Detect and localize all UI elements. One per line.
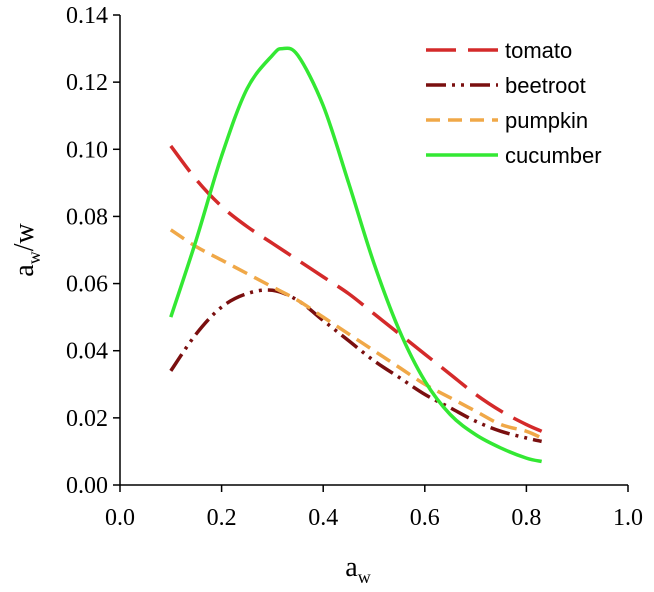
- legend-label-pumpkin: pumpkin: [505, 108, 588, 133]
- x-tick-label: 0.0: [105, 505, 135, 531]
- y-tick-label: 0.10: [66, 137, 108, 163]
- y-tick-label: 0.06: [66, 272, 108, 298]
- y-tick-label: 0.12: [66, 70, 108, 96]
- legend-item-beetroot: beetroot: [426, 73, 586, 98]
- y-tick-label: 0.02: [66, 406, 108, 432]
- series-line-cucumber: [169, 46, 543, 464]
- series-layer: [169, 46, 543, 464]
- x-axis-title: aw: [345, 552, 370, 587]
- y-tick-label: 0.08: [66, 204, 108, 230]
- y-tick-label: 0.04: [66, 339, 108, 365]
- legend-label-tomato: tomato: [505, 38, 572, 63]
- legend-item-tomato: tomato: [426, 38, 572, 63]
- legend-item-cucumber: cucumber: [426, 143, 602, 168]
- series-line-beetroot: [169, 288, 543, 444]
- series-line-pumpkin: [169, 228, 543, 440]
- y-ticks: 0.00 0.02 0.04 0.06 0.08 0.10 0.12 0.14: [66, 3, 120, 499]
- legend-label-cucumber: cucumber: [505, 143, 602, 168]
- plot-area: [119, 15, 628, 486]
- x-tick-label: 1.0: [613, 505, 643, 531]
- x-tick-label: 0.2: [207, 505, 237, 531]
- x-tick-label: 0.4: [308, 505, 338, 531]
- y-axis-title: aw/w: [9, 223, 44, 277]
- x-tick-label: 0.6: [410, 505, 440, 531]
- y-tick-label: 0.14: [66, 3, 108, 29]
- y-tick-label: 0.00: [66, 473, 108, 499]
- x-tick-label: 0.8: [511, 505, 541, 531]
- series-line-tomato: [169, 144, 543, 433]
- legend-item-pumpkin: pumpkin: [426, 108, 588, 133]
- legend-label-beetroot: beetroot: [505, 73, 586, 98]
- x-ticks: 0.0 0.2 0.4 0.6 0.8 1.0: [105, 485, 643, 531]
- legend: tomato beetroot pumpkin cucumber: [426, 38, 602, 168]
